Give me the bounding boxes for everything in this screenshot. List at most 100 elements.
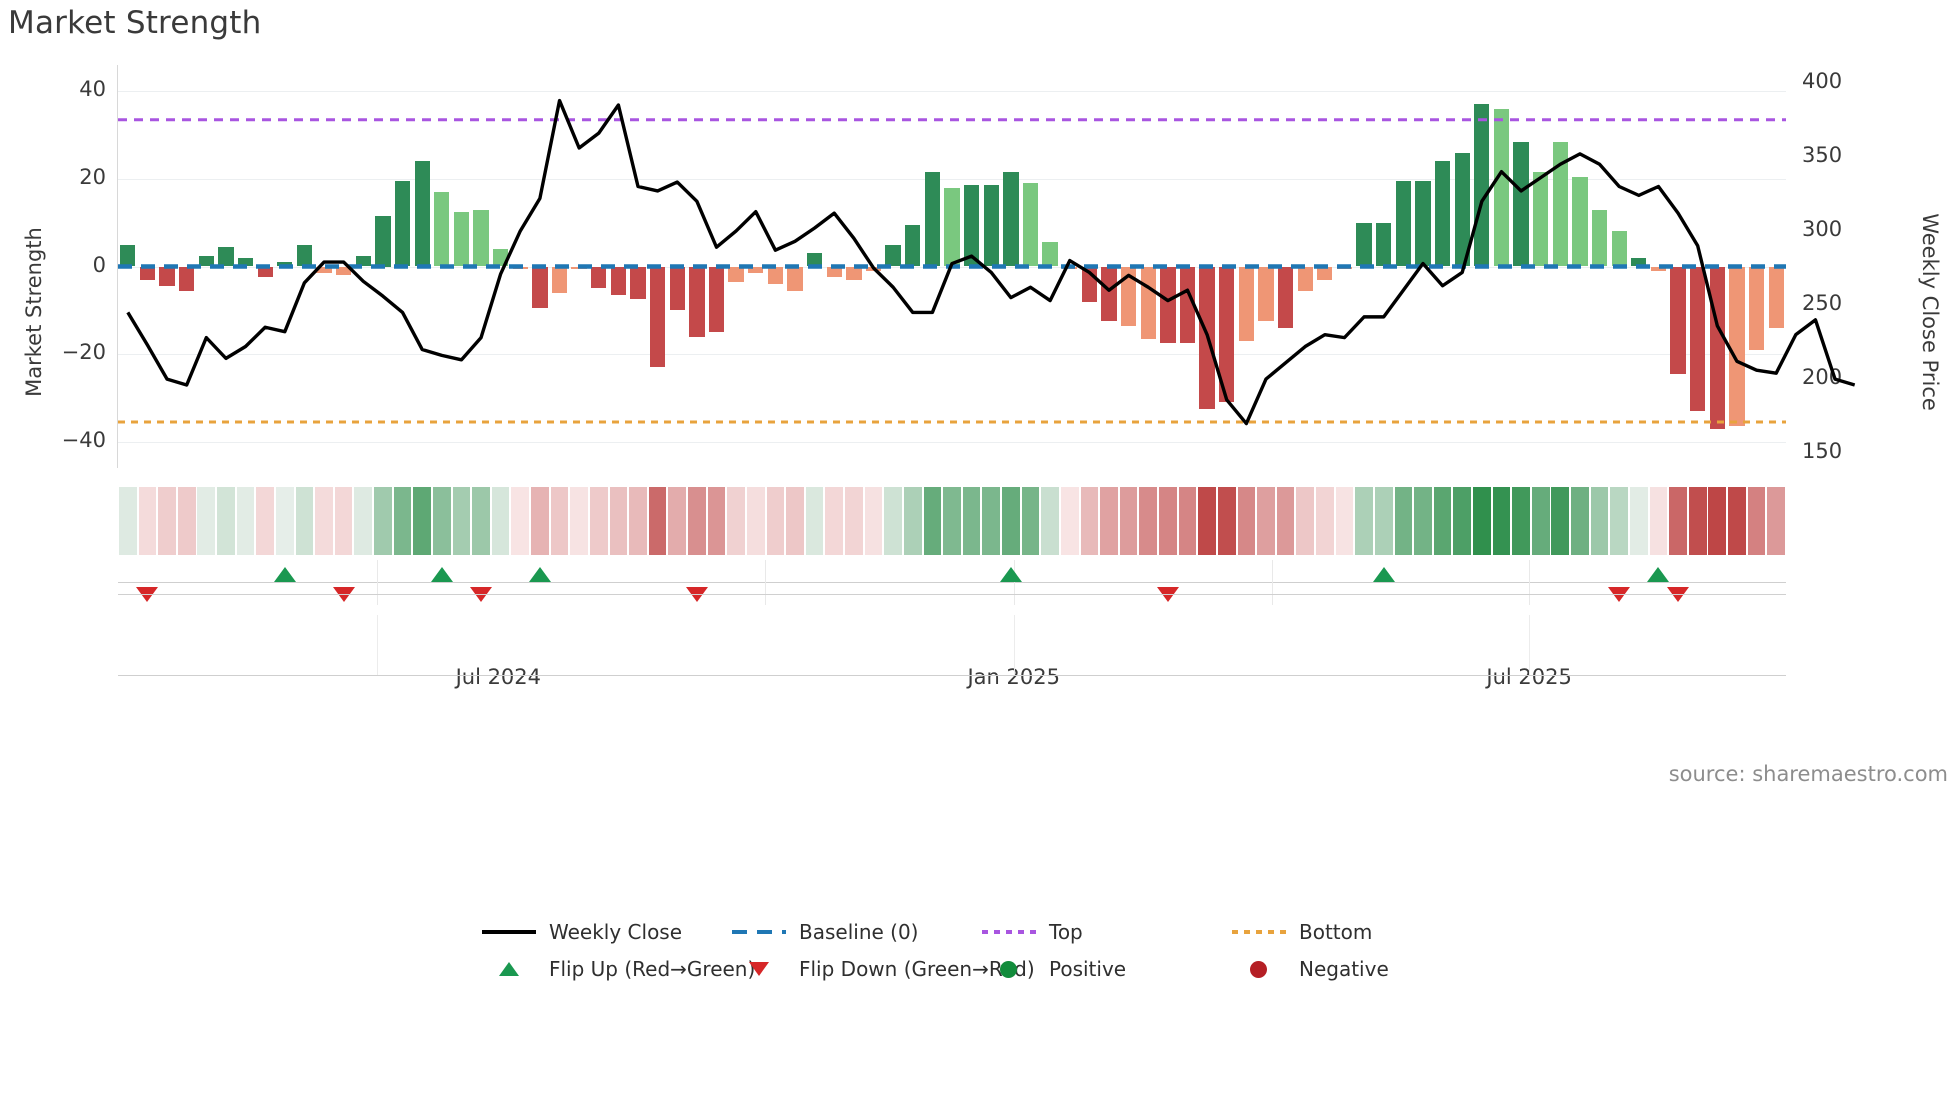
heatmap-cell[interactable] — [1394, 487, 1413, 555]
heatmap-cell[interactable] — [629, 487, 647, 555]
bar[interactable] — [375, 216, 391, 267]
bar[interactable] — [120, 244, 136, 267]
bar[interactable] — [1513, 141, 1529, 267]
heatmap-cell[interactable] — [1414, 487, 1432, 555]
flip-up-marker[interactable] — [430, 567, 453, 582]
heatmap-cell[interactable] — [864, 487, 883, 555]
heatmap-cell[interactable] — [531, 487, 549, 555]
bar[interactable] — [394, 181, 411, 267]
bar[interactable] — [414, 161, 430, 267]
heatmap-cell[interactable] — [1590, 487, 1609, 555]
bar[interactable] — [1493, 108, 1510, 267]
heatmap-cell[interactable] — [472, 487, 490, 555]
bar[interactable] — [963, 185, 980, 267]
heatmap-cell[interactable] — [766, 487, 785, 555]
legend-item[interactable]: Flip Down (Green→Red) — [730, 957, 1035, 981]
heatmap-cell[interactable] — [1453, 487, 1472, 555]
bar[interactable] — [905, 224, 921, 267]
heatmap-cell[interactable] — [825, 487, 844, 555]
heatmap-cell[interactable] — [374, 487, 392, 555]
legend-item[interactable]: Negative — [1230, 957, 1480, 981]
heatmap-cell[interactable] — [1041, 487, 1059, 555]
heatmap-cell[interactable] — [1080, 487, 1099, 555]
bar[interactable] — [1297, 266, 1313, 291]
bar[interactable] — [139, 266, 156, 280]
bar[interactable] — [1258, 266, 1274, 322]
bar[interactable] — [983, 185, 999, 267]
heatmap-cell[interactable] — [236, 487, 255, 555]
heatmap-cell[interactable] — [609, 487, 628, 555]
bar[interactable] — [1219, 266, 1235, 403]
bar[interactable] — [237, 257, 254, 267]
heatmap-cell[interactable] — [1060, 487, 1079, 555]
heatmap-cell[interactable] — [648, 487, 667, 555]
bar[interactable] — [1160, 266, 1176, 344]
bar[interactable] — [1591, 209, 1608, 267]
bar[interactable] — [1101, 266, 1117, 322]
bar[interactable] — [1179, 266, 1196, 344]
bar[interactable] — [355, 255, 371, 267]
heatmap-cell[interactable] — [903, 487, 922, 555]
legend-item[interactable]: Baseline (0) — [730, 920, 980, 944]
heatmap-cell[interactable] — [138, 487, 157, 555]
bar[interactable] — [885, 244, 901, 267]
bar[interactable] — [159, 266, 175, 287]
heatmap-cell[interactable] — [1374, 487, 1393, 555]
heatmap-cell[interactable] — [1217, 487, 1236, 555]
bar[interactable] — [630, 266, 646, 300]
bar[interactable] — [1434, 161, 1451, 267]
flip-up-marker[interactable] — [528, 567, 551, 582]
heatmap-cell[interactable] — [982, 487, 1001, 555]
heatmap-cell[interactable] — [805, 487, 824, 555]
flip-up-marker[interactable] — [1372, 567, 1395, 582]
heatmap-cell[interactable] — [315, 487, 333, 555]
heatmap-cell[interactable] — [1531, 487, 1550, 555]
heatmap-cell[interactable] — [393, 487, 412, 555]
bar[interactable] — [1533, 172, 1549, 267]
bar[interactable] — [924, 172, 941, 267]
heatmap-cell[interactable] — [1021, 487, 1040, 555]
bar[interactable] — [532, 266, 548, 309]
heatmap-cell[interactable] — [589, 487, 608, 555]
heatmap-cell[interactable] — [1276, 487, 1295, 555]
bar[interactable] — [218, 246, 234, 267]
heatmap-cell[interactable] — [511, 487, 530, 555]
heatmap-cell[interactable] — [1198, 487, 1216, 555]
heatmap-cell[interactable] — [177, 487, 196, 555]
bar[interactable] — [728, 266, 744, 282]
legend-item[interactable]: Bottom — [1230, 920, 1480, 944]
heatmap-cell[interactable] — [334, 487, 353, 555]
heatmap-cell[interactable] — [1296, 487, 1315, 555]
bar[interactable] — [1768, 266, 1784, 328]
bar[interactable] — [1415, 181, 1431, 267]
bar[interactable] — [1572, 176, 1588, 267]
heatmap-cell[interactable] — [1571, 487, 1589, 555]
bar[interactable] — [316, 266, 332, 274]
heatmap-cell[interactable] — [1728, 487, 1746, 555]
bar[interactable] — [257, 266, 273, 278]
bar[interactable] — [551, 266, 568, 293]
heatmap-cell[interactable] — [923, 487, 942, 555]
legend-item[interactable]: Positive — [980, 957, 1230, 981]
bar[interactable] — [748, 266, 764, 274]
heatmap-cell[interactable] — [295, 487, 314, 555]
heatmap-cell[interactable] — [1433, 487, 1452, 555]
flip-up-marker[interactable] — [273, 567, 296, 582]
bar[interactable] — [610, 266, 627, 295]
heatmap-cell[interactable] — [962, 487, 981, 555]
heatmap-cell[interactable] — [275, 487, 294, 555]
bar[interactable] — [826, 266, 842, 278]
heatmap-cell[interactable] — [1316, 487, 1334, 555]
bar[interactable] — [453, 211, 470, 267]
legend-item[interactable]: Flip Up (Red→Green) — [480, 957, 755, 981]
bar[interactable] — [1748, 266, 1765, 350]
bar[interactable] — [1022, 183, 1039, 267]
legend-item[interactable]: Weekly Close — [480, 920, 730, 944]
bar[interactable] — [1454, 152, 1470, 267]
flip-up-marker[interactable] — [1647, 567, 1670, 582]
heatmap-cell[interactable] — [570, 487, 588, 555]
heatmap-cell[interactable] — [1629, 487, 1648, 555]
heatmap-cell[interactable] — [1767, 487, 1785, 555]
heatmap-cell[interactable] — [1100, 487, 1118, 555]
bar[interactable] — [944, 187, 960, 267]
